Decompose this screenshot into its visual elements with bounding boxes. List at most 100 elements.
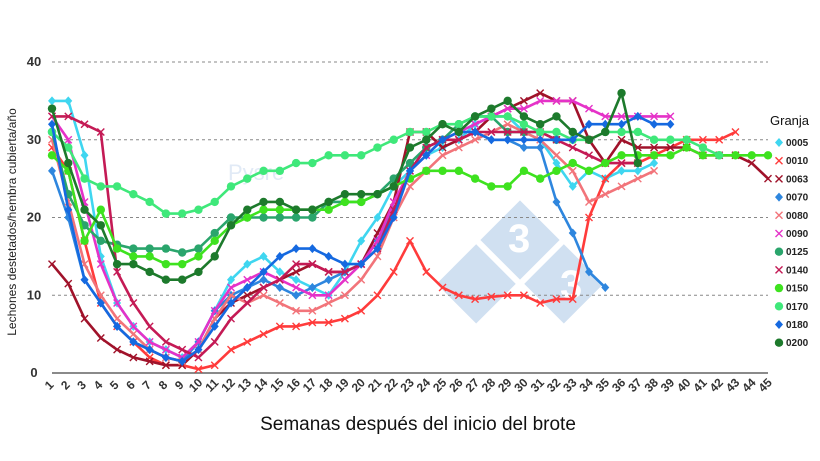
series-line: [50, 122, 656, 363]
data-point: [48, 96, 56, 106]
data-point: [275, 213, 285, 222]
data-point: [48, 166, 56, 176]
data-point: [308, 318, 317, 327]
data-point: [389, 182, 398, 191]
data-point: [568, 158, 577, 168]
data-point: [373, 291, 382, 300]
data-point: [210, 228, 219, 238]
data-point: [275, 205, 285, 214]
data-point: [243, 259, 252, 269]
data-point: [177, 209, 187, 218]
legend-label: 0170: [786, 302, 809, 313]
data-point: [161, 259, 171, 269]
data-point: [649, 135, 659, 144]
data-point: [324, 291, 333, 300]
data-point: [324, 275, 333, 285]
data-point: [585, 197, 593, 206]
data-point: [145, 252, 154, 261]
data-point: [226, 213, 236, 222]
data-point: [774, 247, 784, 256]
data-point: [568, 166, 577, 175]
data-point: [243, 213, 252, 222]
data-point: [438, 143, 447, 152]
data-point: [210, 252, 219, 261]
data-point: [568, 228, 577, 238]
data-point: [552, 197, 561, 207]
data-point: [617, 88, 626, 98]
data-point: [774, 283, 784, 293]
data-point: [112, 182, 122, 191]
data-point: [601, 112, 610, 121]
legend-label: 0010: [786, 156, 809, 167]
data-point: [275, 299, 284, 308]
legend-item: 0200: [774, 338, 809, 349]
x-tick-label: 3: [74, 378, 89, 393]
data-point: [536, 143, 545, 153]
data-point: [340, 197, 350, 207]
x-tick-label: 8: [156, 378, 171, 393]
x-tick-label: 5: [107, 378, 122, 393]
data-point: [113, 345, 122, 354]
data-point: [775, 265, 783, 274]
data-point: [763, 151, 773, 160]
y-axis-ticks: 0 10 20 30 40: [27, 54, 41, 380]
data-point: [356, 151, 366, 160]
data-point: [308, 291, 317, 300]
data-point: [519, 135, 528, 145]
legend-label: 0080: [786, 211, 809, 222]
data-point: [503, 127, 512, 136]
data-point: [519, 143, 528, 153]
data-point: [259, 251, 268, 261]
data-point: [259, 275, 268, 285]
data-point: [129, 337, 138, 347]
data-point: [80, 205, 89, 214]
data-point: [633, 166, 642, 176]
data-point: [617, 112, 626, 121]
data-point: [454, 135, 463, 144]
data-point: [552, 135, 561, 145]
data-point: [324, 197, 333, 207]
data-point: [454, 120, 464, 129]
data-point: [308, 244, 317, 254]
data-point: [324, 318, 333, 327]
data-point: [617, 119, 626, 129]
data-point: [96, 205, 106, 214]
data-point: [373, 252, 382, 261]
data-point: [731, 127, 740, 136]
data-point: [775, 174, 783, 183]
data-point: [227, 298, 235, 308]
data-point: [308, 282, 317, 292]
data-point: [113, 299, 122, 308]
data-point: [161, 275, 171, 284]
legend-label: 0200: [786, 338, 809, 349]
data-point: [601, 127, 610, 137]
data-point: [535, 127, 545, 137]
data-point: [650, 158, 659, 168]
data-point: [145, 337, 154, 346]
data-point: [552, 158, 561, 168]
data-point: [775, 138, 783, 147]
data-point: [552, 295, 561, 304]
data-point: [259, 197, 268, 207]
data-point: [178, 345, 187, 354]
data-point: [194, 267, 203, 277]
series-0080: [48, 120, 659, 366]
data-point: [145, 322, 154, 331]
data-point: [292, 283, 301, 292]
data-point: [275, 197, 285, 207]
data-point: [774, 302, 784, 311]
svg-text:3: 3: [508, 217, 530, 261]
data-point: [666, 143, 675, 152]
data-point: [64, 279, 73, 288]
data-point: [487, 135, 496, 145]
data-point: [454, 291, 463, 300]
data-point: [487, 104, 496, 113]
data-point: [210, 197, 219, 207]
data-point: [568, 143, 577, 152]
data-point: [568, 181, 577, 191]
data-point: [259, 166, 268, 176]
data-point: [275, 166, 285, 176]
data-point: [259, 267, 268, 277]
data-point: [601, 158, 610, 168]
data-point: [454, 127, 464, 137]
